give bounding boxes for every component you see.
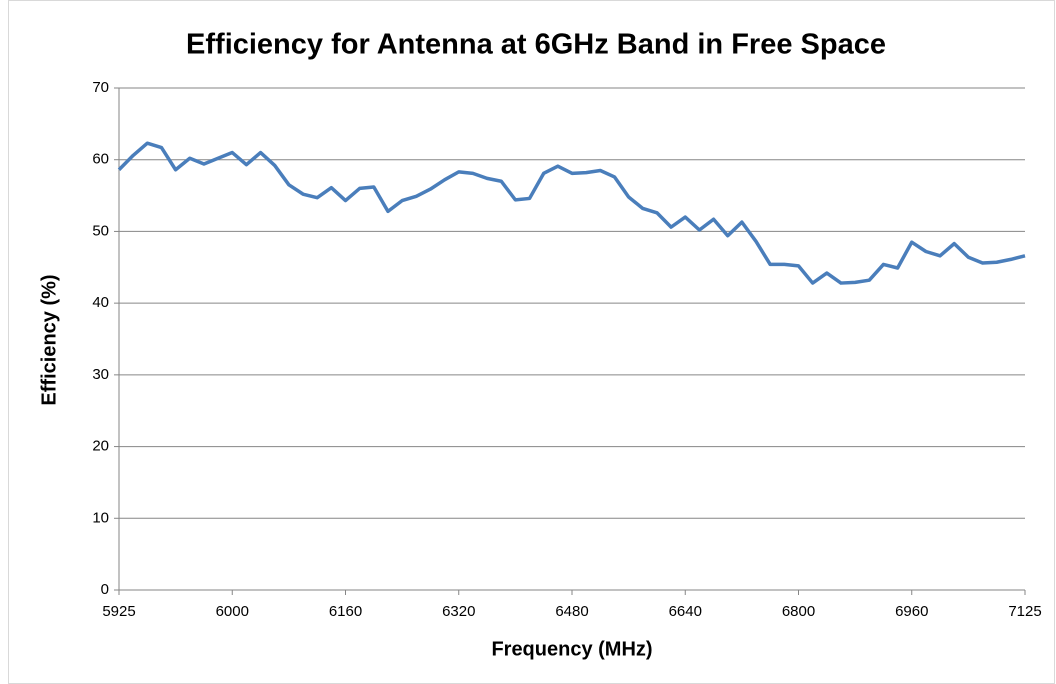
x-tick-label: 6000	[216, 603, 249, 620]
x-tick-label: 7125	[1008, 603, 1041, 620]
x-tick-label: 6640	[669, 603, 702, 620]
chart-title: Efficiency for Antenna at 6GHz Band in F…	[186, 29, 886, 61]
y-tick-label: 50	[92, 222, 109, 239]
y-tick-label: 70	[92, 79, 109, 96]
y-tick-label: 60	[92, 151, 109, 168]
y-tick-label: 30	[92, 366, 109, 383]
chart-frame	[8, 0, 1055, 684]
x-tick-label: 5925	[102, 603, 135, 620]
y-axis-title: Efficiency (%)	[38, 274, 60, 405]
x-tick-label: 6320	[442, 603, 475, 620]
y-tick-label: 20	[92, 438, 109, 455]
y-tick-label: 10	[92, 509, 109, 526]
x-tick-label: 6480	[555, 603, 588, 620]
x-tick-label: 6160	[329, 603, 362, 620]
x-tick-label: 6960	[895, 603, 928, 620]
x-axis-title: Frequency (MHz)	[491, 638, 652, 660]
data-line	[117, 141, 1026, 285]
x-tick-label: 6800	[782, 603, 815, 620]
y-tick-label: 0	[101, 581, 109, 598]
y-tick-label: 40	[92, 294, 109, 311]
